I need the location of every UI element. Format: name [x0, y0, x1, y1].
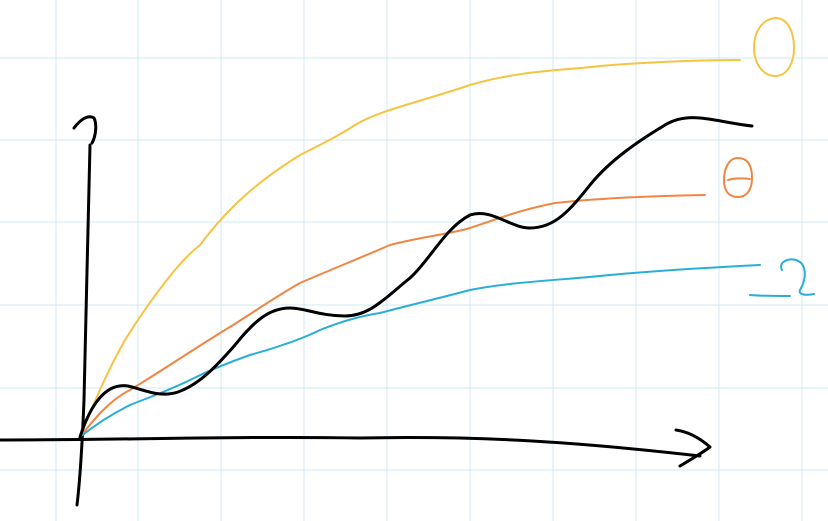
yellow-ring-icon — [753, 17, 795, 77]
orange-theta-icon — [723, 157, 753, 198]
blue-curve — [79, 264, 761, 438]
y-axis-arrow-icon — [72, 115, 98, 145]
blue-loop-icon — [749, 258, 815, 297]
curves — [78, 59, 761, 439]
axes — [0, 115, 712, 507]
y-axis-line — [75, 143, 92, 507]
orange-curve — [79, 194, 706, 438]
x-axis-line — [0, 435, 702, 458]
black-curve — [78, 116, 754, 439]
symbols — [723, 17, 815, 297]
yellow-curve — [79, 59, 741, 438]
x-axis-arrow-icon — [674, 428, 712, 468]
